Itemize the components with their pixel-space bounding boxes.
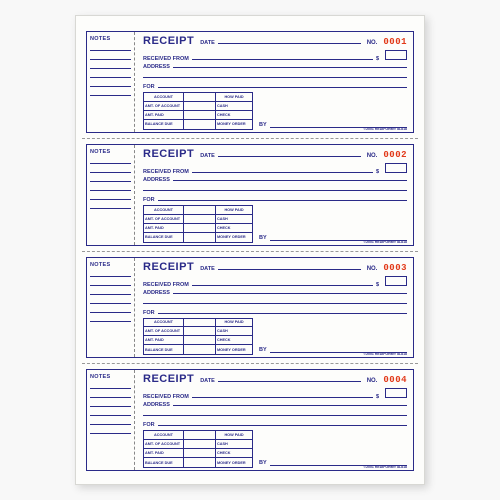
serial-number: 0004	[383, 375, 407, 385]
receipt-title: RECEIPT	[143, 35, 194, 47]
received-from-field[interactable]	[192, 52, 373, 60]
notes-stub: NOTES	[87, 145, 135, 245]
serial-number: 0001	[383, 37, 407, 47]
date-field[interactable]	[218, 35, 361, 44]
for-label: FOR	[143, 84, 155, 90]
notes-stub: NOTES	[87, 258, 135, 358]
address-field[interactable]	[173, 60, 407, 68]
receipt-slip: NOTES RECEIPT DATE NO. 0004 RECEIVED FRO…	[82, 363, 418, 476]
amount-box[interactable]	[385, 50, 407, 60]
for-field[interactable]	[158, 80, 407, 88]
by-label: BY	[259, 122, 267, 128]
receipt-slip: NOTES RECEIPT DATE NO. 0003 RECEIVED FRO…	[82, 251, 418, 364]
notes-stub: NOTES	[87, 370, 135, 470]
notes-stub: NOTES	[87, 32, 135, 132]
payment-table: ACCOUNTHOW PAID AMT. OF ACCOUNTCASH AMT.…	[143, 205, 253, 243]
receipt-slip: NOTES RECEIPT DATE NO. 0002 RECEIVED FRO…	[82, 138, 418, 251]
date-label: DATE	[200, 40, 215, 46]
copyright: ©2001 REDIFORM® 8L818	[364, 127, 407, 131]
payment-table: ACCOUNTHOW PAID AMT. OF ACCOUNTCASH AMT.…	[143, 318, 253, 356]
receipt-book: NOTES RECEIPT DATE NO. 0001 RECEIVED FRO…	[75, 15, 425, 485]
number-label: NO.	[367, 40, 378, 46]
payment-table: ACCOUNTHOW PAID AMT. OF ACCOUNTCASH AMT.…	[143, 92, 253, 130]
payment-table: ACCOUNTHOW PAID AMT. OF ACCOUNTCASH AMT.…	[143, 430, 253, 468]
receipt-slip: NOTES RECEIPT DATE NO. 0001 RECEIVED FRO…	[82, 26, 418, 138]
serial-number: 0003	[383, 263, 407, 273]
serial-number: 0002	[383, 150, 407, 160]
